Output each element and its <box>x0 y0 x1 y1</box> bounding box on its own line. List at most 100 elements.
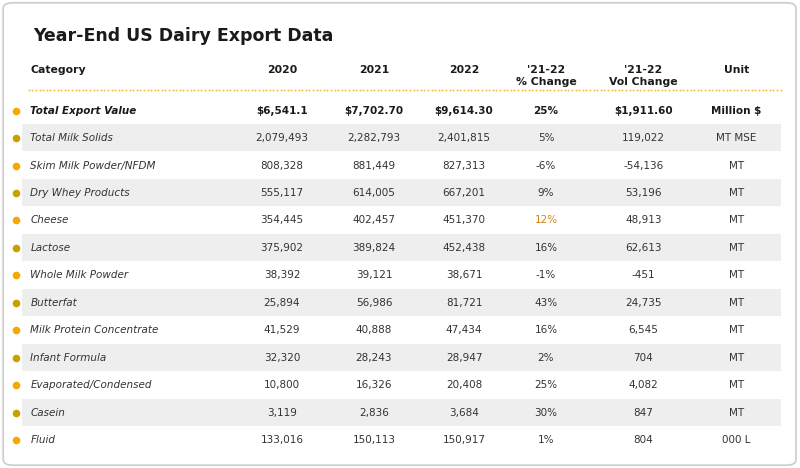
Text: '21-22
% Change: '21-22 % Change <box>516 65 576 87</box>
Text: '21-22
Vol Change: '21-22 Vol Change <box>609 65 678 87</box>
Text: Unit: Unit <box>724 65 749 74</box>
Text: 2021: 2021 <box>359 65 389 74</box>
FancyBboxPatch shape <box>22 179 781 206</box>
Text: Million $: Million $ <box>711 106 762 116</box>
Text: 847: 847 <box>634 408 653 418</box>
Text: Infant Formula: Infant Formula <box>30 353 106 363</box>
FancyBboxPatch shape <box>22 399 781 426</box>
Text: 20,408: 20,408 <box>446 380 482 390</box>
Text: Skim Milk Powder/NFDM: Skim Milk Powder/NFDM <box>30 161 156 170</box>
Text: MT: MT <box>729 188 744 198</box>
Text: MT: MT <box>729 408 744 418</box>
Text: 25%: 25% <box>534 380 558 390</box>
Text: 38,671: 38,671 <box>446 271 482 280</box>
Text: 3,684: 3,684 <box>449 408 479 418</box>
Text: MT: MT <box>729 325 744 336</box>
Text: 704: 704 <box>634 353 653 363</box>
Text: 9%: 9% <box>538 188 554 198</box>
Text: Cheese: Cheese <box>30 215 69 226</box>
Text: 2020: 2020 <box>267 65 297 74</box>
Text: 47,434: 47,434 <box>446 325 482 336</box>
FancyBboxPatch shape <box>22 124 781 151</box>
Text: 25,894: 25,894 <box>264 298 300 308</box>
Text: 375,902: 375,902 <box>261 243 303 253</box>
Text: 555,117: 555,117 <box>261 188 303 198</box>
Text: 6,545: 6,545 <box>628 325 658 336</box>
Text: MT MSE: MT MSE <box>716 133 757 143</box>
Text: MT: MT <box>729 298 744 308</box>
Text: Dry Whey Products: Dry Whey Products <box>30 188 130 198</box>
Text: 48,913: 48,913 <box>625 215 662 226</box>
Text: 12%: 12% <box>534 215 558 226</box>
FancyBboxPatch shape <box>22 97 781 124</box>
Text: 451,370: 451,370 <box>442 215 486 226</box>
Text: Total Milk Solids: Total Milk Solids <box>30 133 114 143</box>
Text: Lactose: Lactose <box>30 243 70 253</box>
Text: 32,320: 32,320 <box>264 353 300 363</box>
Text: 16,326: 16,326 <box>356 380 392 390</box>
Text: 150,917: 150,917 <box>442 435 486 445</box>
FancyBboxPatch shape <box>3 3 796 465</box>
Text: Whole Milk Powder: Whole Milk Powder <box>30 271 129 280</box>
FancyBboxPatch shape <box>22 372 781 399</box>
Text: -1%: -1% <box>536 271 556 280</box>
Text: 2022: 2022 <box>449 65 479 74</box>
Text: $6,541.1: $6,541.1 <box>256 106 308 116</box>
Text: 827,313: 827,313 <box>442 161 486 170</box>
Text: 41,529: 41,529 <box>264 325 300 336</box>
Text: 43%: 43% <box>534 298 558 308</box>
Text: MT: MT <box>729 161 744 170</box>
Text: 119,022: 119,022 <box>622 133 665 143</box>
Text: Evaporated/Condensed: Evaporated/Condensed <box>30 380 152 390</box>
Text: 881,449: 881,449 <box>353 161 395 170</box>
Text: 667,201: 667,201 <box>442 188 486 198</box>
FancyBboxPatch shape <box>22 426 781 453</box>
Text: 808,328: 808,328 <box>261 161 303 170</box>
Text: 452,438: 452,438 <box>442 243 486 253</box>
Text: 5%: 5% <box>538 133 554 143</box>
Text: 3,119: 3,119 <box>267 408 297 418</box>
Text: $9,614.30: $9,614.30 <box>434 106 494 116</box>
Text: 53,196: 53,196 <box>625 188 662 198</box>
Text: 1%: 1% <box>538 435 554 445</box>
FancyBboxPatch shape <box>22 262 781 289</box>
Text: 40,888: 40,888 <box>356 325 392 336</box>
FancyBboxPatch shape <box>22 152 781 179</box>
Text: -6%: -6% <box>536 161 556 170</box>
Text: -54,136: -54,136 <box>623 161 663 170</box>
Text: 16%: 16% <box>534 243 558 253</box>
FancyBboxPatch shape <box>22 234 781 261</box>
Text: -451: -451 <box>631 271 655 280</box>
Text: 4,082: 4,082 <box>628 380 658 390</box>
Text: 38,392: 38,392 <box>264 271 300 280</box>
Text: 150,113: 150,113 <box>353 435 395 445</box>
Text: $7,702.70: $7,702.70 <box>345 106 403 116</box>
Text: 56,986: 56,986 <box>356 298 392 308</box>
Text: 000 L: 000 L <box>722 435 750 445</box>
Text: 39,121: 39,121 <box>356 271 392 280</box>
Text: 354,445: 354,445 <box>261 215 303 226</box>
Text: 389,824: 389,824 <box>353 243 395 253</box>
Text: 16%: 16% <box>534 325 558 336</box>
FancyBboxPatch shape <box>22 317 781 344</box>
Text: 24,735: 24,735 <box>625 298 662 308</box>
Text: Fluid: Fluid <box>30 435 55 445</box>
Text: Category: Category <box>30 65 86 74</box>
Text: Year-End US Dairy Export Data: Year-End US Dairy Export Data <box>34 27 334 45</box>
Text: MT: MT <box>729 353 744 363</box>
Text: MT: MT <box>729 380 744 390</box>
Text: 614,005: 614,005 <box>353 188 395 198</box>
Text: 2,079,493: 2,079,493 <box>255 133 309 143</box>
Text: 28,947: 28,947 <box>446 353 482 363</box>
FancyBboxPatch shape <box>22 344 781 371</box>
Text: MT: MT <box>729 215 744 226</box>
Text: $1,911.60: $1,911.60 <box>614 106 673 116</box>
Text: 30%: 30% <box>534 408 558 418</box>
Text: Butterfat: Butterfat <box>30 298 77 308</box>
Text: 2%: 2% <box>538 353 554 363</box>
FancyBboxPatch shape <box>22 207 781 234</box>
Text: MT: MT <box>729 243 744 253</box>
Text: 10,800: 10,800 <box>264 380 300 390</box>
Text: 62,613: 62,613 <box>625 243 662 253</box>
FancyBboxPatch shape <box>22 289 781 316</box>
